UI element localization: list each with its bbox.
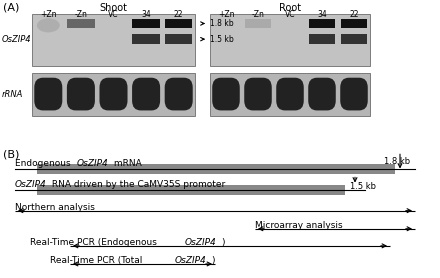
- Text: +Zn: +Zn: [40, 10, 57, 19]
- FancyBboxPatch shape: [67, 78, 95, 110]
- Text: 22: 22: [349, 10, 359, 19]
- Text: (B): (B): [3, 149, 19, 159]
- Text: 34: 34: [141, 10, 151, 19]
- Bar: [308, 34, 335, 44]
- Bar: [165, 34, 192, 44]
- Text: Root: Root: [279, 3, 301, 13]
- Bar: [341, 19, 367, 28]
- Bar: [32, 73, 195, 116]
- FancyBboxPatch shape: [308, 78, 336, 110]
- FancyBboxPatch shape: [276, 78, 304, 110]
- Bar: [165, 19, 192, 28]
- Text: OsZIP4: OsZIP4: [2, 35, 32, 44]
- Text: VC: VC: [108, 10, 119, 19]
- Ellipse shape: [37, 18, 60, 33]
- Text: Endogenous: Endogenous: [15, 159, 73, 168]
- Text: 22: 22: [174, 10, 183, 19]
- Text: 1.5 kb: 1.5 kb: [210, 35, 234, 44]
- FancyBboxPatch shape: [34, 78, 62, 110]
- Text: Shoot: Shoot: [99, 3, 128, 13]
- Text: 34: 34: [317, 10, 327, 19]
- Text: -Zn: -Zn: [74, 10, 87, 19]
- Bar: [245, 19, 271, 28]
- Text: ): ): [221, 238, 224, 247]
- Text: OsZIP4: OsZIP4: [185, 238, 217, 247]
- FancyBboxPatch shape: [212, 78, 240, 110]
- Text: OsZIP4: OsZIP4: [175, 256, 207, 265]
- Text: RNA driven by the CaMV35S promoter: RNA driven by the CaMV35S promoter: [49, 180, 225, 188]
- Bar: [341, 34, 367, 44]
- Text: VC: VC: [285, 10, 295, 19]
- Text: Real-Time PCR (Endogenous: Real-Time PCR (Endogenous: [30, 238, 160, 247]
- Text: (A): (A): [3, 2, 19, 12]
- Bar: [132, 34, 160, 44]
- Text: OsZIP4: OsZIP4: [77, 159, 109, 168]
- Text: mRNA: mRNA: [111, 159, 142, 168]
- Text: OsZIP4: OsZIP4: [15, 180, 47, 188]
- Text: +Zn: +Zn: [218, 10, 234, 19]
- Text: 1.5 kb: 1.5 kb: [350, 182, 376, 190]
- Text: Northern analysis: Northern analysis: [15, 203, 95, 212]
- Text: rRNA: rRNA: [2, 90, 23, 99]
- Bar: [210, 14, 370, 66]
- FancyBboxPatch shape: [244, 78, 272, 110]
- Text: ): ): [211, 256, 215, 265]
- Bar: [37, 185, 345, 195]
- FancyBboxPatch shape: [132, 78, 160, 110]
- Bar: [132, 19, 160, 28]
- Bar: [308, 19, 335, 28]
- FancyBboxPatch shape: [165, 78, 193, 110]
- Text: Microarray analysis: Microarray analysis: [255, 221, 343, 230]
- Bar: [67, 19, 95, 28]
- Text: 1.8 kb: 1.8 kb: [210, 19, 234, 28]
- Text: 1.8 kb: 1.8 kb: [384, 157, 410, 167]
- FancyBboxPatch shape: [99, 78, 128, 110]
- Bar: [37, 164, 395, 175]
- Bar: [32, 14, 195, 66]
- Text: Real-Time PCR (Total: Real-Time PCR (Total: [50, 256, 145, 265]
- Bar: [210, 73, 370, 116]
- Text: -Zn: -Zn: [252, 10, 264, 19]
- FancyBboxPatch shape: [340, 78, 368, 110]
